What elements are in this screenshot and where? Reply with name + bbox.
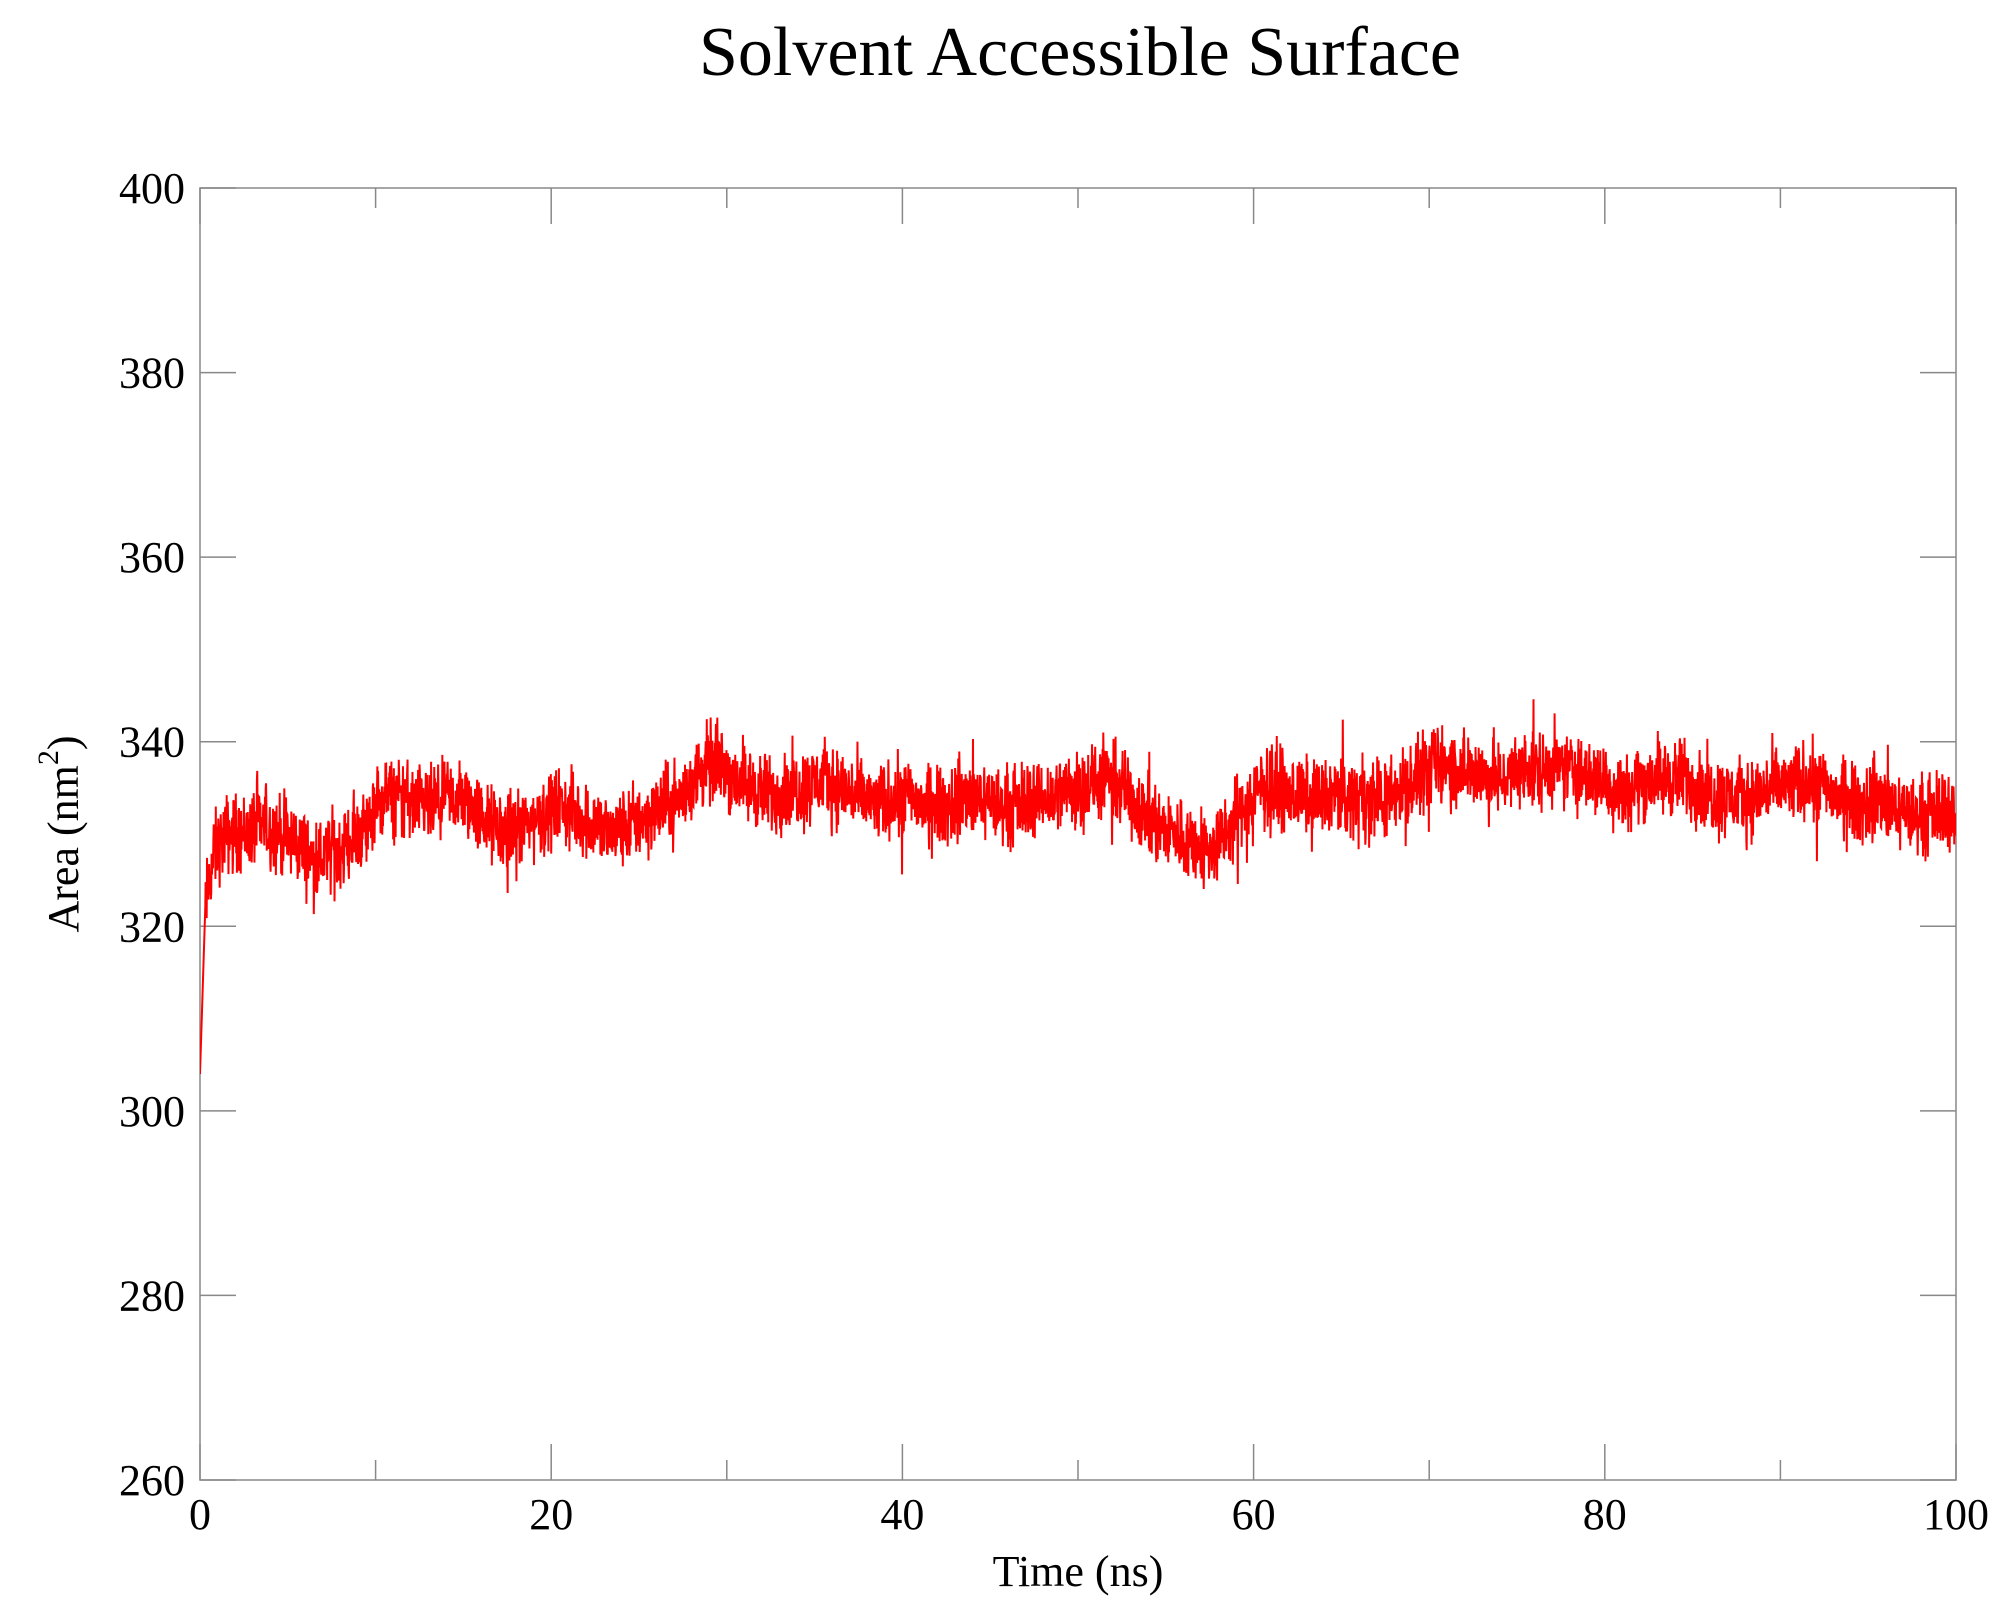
x-tick-label: 40 (880, 1490, 924, 1539)
x-tick-labels: 0 20 40 60 80 100 (189, 1490, 1989, 1539)
x-tick-label: 20 (529, 1490, 573, 1539)
y-tick-label: 300 (119, 1087, 185, 1136)
y-tick-label: 400 (119, 164, 185, 213)
axis-ticks (199, 187, 1957, 1481)
x-tick-label: 80 (1583, 1490, 1627, 1539)
chart-title: Solvent Accessible Surface (699, 14, 1461, 91)
plot-frame (199, 187, 1957, 1481)
y-tick-label: 340 (119, 718, 185, 767)
y-axis-label-main: Area (nm (39, 765, 88, 932)
y-axis-label-superscript: 2 (32, 750, 65, 765)
y-tick-label: 360 (119, 533, 185, 582)
x-axis-label: Time (ns) (993, 1547, 1164, 1596)
y-tick-label: 320 (119, 902, 185, 951)
y-tick-label: 260 (119, 1456, 185, 1505)
x-tick-label: 100 (1923, 1490, 1989, 1539)
y-axis-label-close: ) (39, 735, 88, 750)
series-line (200, 699, 1956, 1074)
x-tick-label: 0 (189, 1490, 211, 1539)
y-tick-label: 380 (119, 349, 185, 398)
y-axis-label: Area (nm2) (32, 735, 88, 932)
y-tick-label: 280 (119, 1271, 185, 1320)
x-tick-label: 60 (1232, 1490, 1276, 1539)
y-tick-labels: 260 280 300 320 340 360 380 400 (119, 164, 185, 1505)
